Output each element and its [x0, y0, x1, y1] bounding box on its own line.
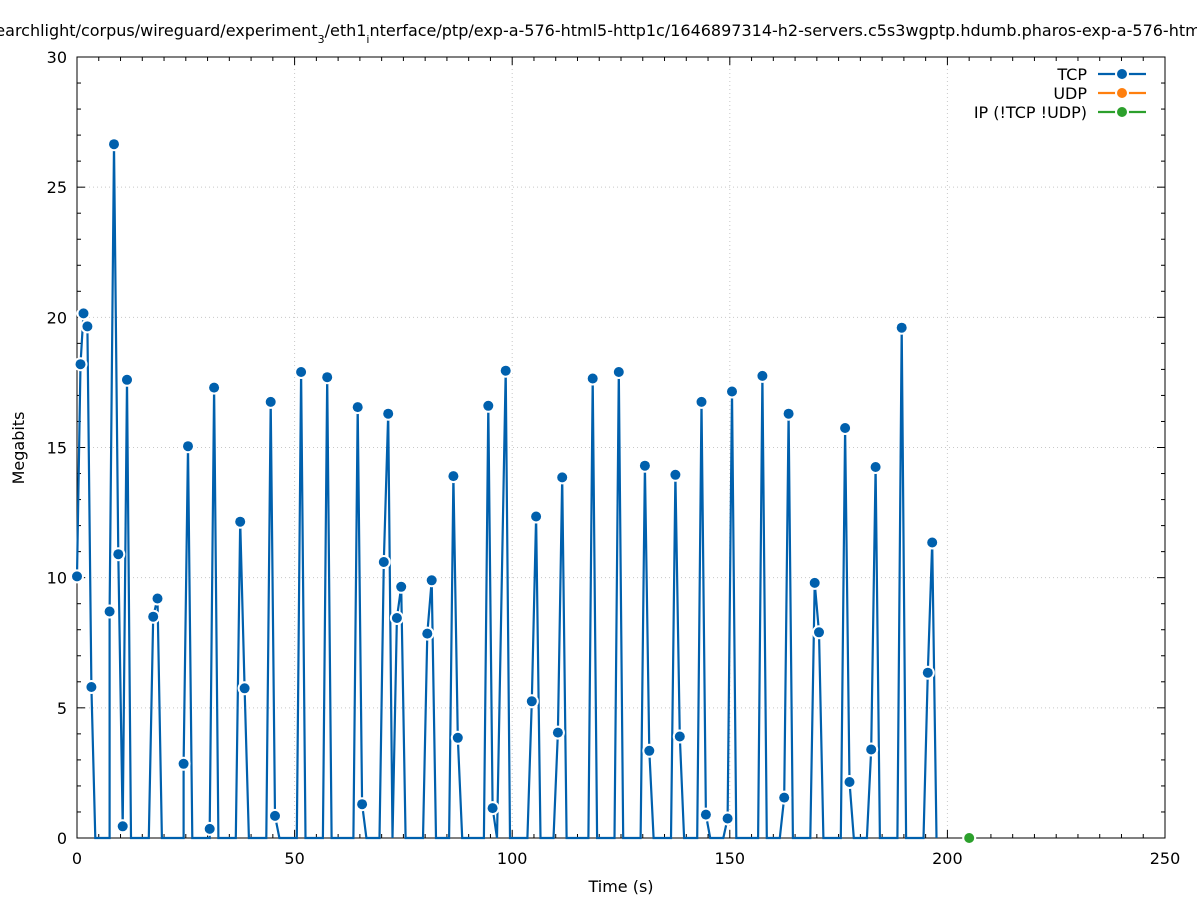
data-point: [296, 367, 307, 377]
data-point: [270, 810, 280, 821]
data-point: [122, 374, 132, 385]
data-point: [727, 386, 737, 397]
data-point: [204, 823, 215, 834]
legend-marker: [1117, 88, 1127, 98]
y-tick-label: 5: [57, 699, 67, 718]
data-point: [526, 696, 537, 707]
series-0: [70, 137, 940, 840]
data-point: [487, 803, 498, 814]
data-point: [844, 777, 855, 787]
series-layer: [70, 137, 977, 845]
data-point: [639, 460, 650, 471]
data-point: [422, 628, 433, 639]
data-point: [696, 396, 707, 407]
x-tick-label: 200: [932, 849, 963, 868]
x-tick-label: 50: [284, 849, 304, 868]
data-point: [378, 557, 389, 567]
data-point: [896, 322, 907, 333]
data-point: [352, 402, 363, 413]
chart-title-part: /eth1: [325, 21, 367, 40]
data-point: [964, 833, 975, 843]
data-point: [239, 683, 250, 694]
x-axis-title: Time (s): [587, 877, 653, 896]
x-tick-label: 150: [715, 849, 746, 868]
data-point: [500, 365, 511, 376]
data-point: [75, 359, 86, 370]
data-point: [779, 792, 790, 803]
data-point: [613, 367, 624, 377]
data-point: [670, 469, 681, 480]
data-point: [531, 511, 542, 522]
data-point: [483, 400, 494, 411]
y-tick-label: 15: [47, 439, 67, 458]
data-point: [152, 593, 163, 604]
data-point: [783, 408, 794, 419]
series-line: [75, 144, 938, 840]
x-tick-label: 100: [497, 849, 528, 868]
data-point: [117, 821, 128, 832]
data-point: [870, 462, 881, 472]
data-point: [814, 627, 824, 638]
data-point: [148, 611, 159, 622]
chart-title-part: nterface/ptp/exp-a-576-html5-http1c/1646…: [369, 21, 1197, 40]
data-point: [265, 396, 276, 407]
chart-title-part: 3: [318, 33, 325, 46]
data-point: [557, 472, 568, 483]
y-tick-label: 25: [47, 178, 67, 197]
data-point: [587, 373, 598, 384]
chart-title-part: earchlight/corpus/wireguard/experiment: [0, 21, 318, 40]
data-point: [700, 809, 711, 820]
data-point: [235, 516, 246, 527]
data-point: [757, 370, 768, 381]
y-axis-title: Megabits: [9, 412, 28, 485]
chart-title-part: i: [366, 33, 369, 46]
data-point: [183, 441, 193, 452]
data-point: [383, 408, 394, 419]
series-2: [962, 831, 977, 845]
legend-label: UDP: [1053, 84, 1087, 103]
data-point: [552, 727, 563, 738]
axes: 0 50 100 150 200 250 0 5 10 15 20 25 30: [47, 48, 1181, 868]
data-point: [840, 423, 851, 433]
data-point: [72, 571, 82, 582]
data-point: [357, 799, 368, 810]
data-point: [396, 581, 407, 592]
data-point: [209, 382, 220, 393]
data-point: [674, 731, 685, 742]
data-point: [448, 471, 459, 482]
data-point: [922, 667, 933, 678]
data-point: [809, 577, 820, 588]
data-point: [78, 308, 89, 319]
chart-title: earchlight/corpus/wireguard/experiment3/…: [0, 21, 1197, 46]
legend-label: TCP: [1056, 65, 1087, 84]
y-tick-label: 10: [47, 569, 67, 588]
y-tick-label: 20: [47, 308, 67, 327]
data-point: [866, 744, 877, 755]
y-tick-label: 0: [57, 829, 67, 848]
data-point: [109, 139, 119, 150]
data-point: [722, 813, 733, 824]
data-point: [426, 575, 437, 586]
data-point: [452, 732, 463, 743]
data-point: [644, 745, 655, 756]
data-point: [113, 549, 124, 560]
data-point: [391, 613, 402, 623]
x-tick-label: 0: [72, 849, 82, 868]
legend-marker: [1117, 69, 1127, 79]
x-tick-label: 250: [1150, 849, 1181, 868]
data-point: [86, 682, 97, 692]
data-point: [178, 758, 189, 769]
data-point: [82, 321, 93, 332]
y-tick-label: 30: [47, 48, 67, 67]
data-point: [104, 606, 115, 617]
legend-label: IP (!TCP !UDP): [974, 103, 1087, 122]
data-point: [927, 537, 938, 548]
data-point: [322, 372, 333, 383]
legend-marker: [1117, 107, 1127, 117]
